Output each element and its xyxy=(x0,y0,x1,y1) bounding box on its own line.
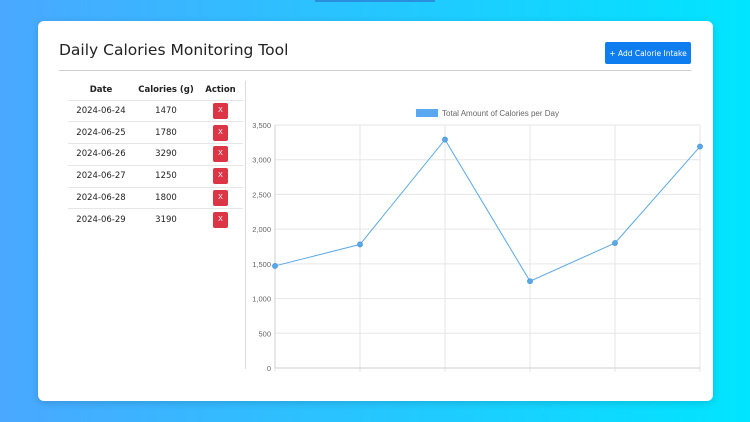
row-calories: 1250 xyxy=(134,164,198,188)
y-tick-label: 1,000 xyxy=(252,295,271,304)
table-row: 2024-06-26 3290 X xyxy=(68,143,243,166)
calories-table: Date Calories (g) Action 2024-06-24 1470… xyxy=(68,81,243,231)
table-row: 2024-06-27 1250 X xyxy=(68,164,243,188)
table-row: 2024-06-25 1780 X xyxy=(68,121,243,144)
table-row: 2024-06-29 3190 X xyxy=(68,208,243,231)
data-point xyxy=(272,263,278,269)
y-tick-label: 1,500 xyxy=(252,260,271,269)
legend-swatch xyxy=(416,109,439,117)
series-line xyxy=(274,138,701,282)
calories-line-chart: Total Amount of Calories per Day 0 500 1,00… xyxy=(252,109,703,373)
y-tick-label: 3,000 xyxy=(252,156,271,165)
data-point xyxy=(527,278,533,285)
data-point xyxy=(442,136,448,143)
row-date: 2024-06-25 xyxy=(68,121,134,144)
main-card: Daily Calories Monitoring Tool + Add Cal… xyxy=(38,21,713,401)
row-calories: 1780 xyxy=(134,121,198,144)
add-calorie-intake-button[interactable]: + Add Calorie Intake xyxy=(605,42,691,64)
column-header-calories: Calories (g) xyxy=(138,85,194,96)
delete-button[interactable]: X xyxy=(213,212,228,229)
calories-table-container: Date Calories (g) Action 2024-06-24 1470… xyxy=(68,81,243,231)
row-date: 2024-06-27 xyxy=(68,164,134,188)
y-tick-label: 500 xyxy=(258,329,271,338)
data-point xyxy=(357,241,363,248)
row-date: 2024-06-28 xyxy=(68,186,134,209)
y-tick-label: 0 xyxy=(267,364,271,373)
legend-label: Total Amount of Calories per Day xyxy=(442,109,559,118)
row-date: 2024-06-24 xyxy=(68,99,134,122)
delete-button[interactable]: X xyxy=(213,124,228,141)
delete-button[interactable]: X xyxy=(213,190,228,207)
row-calories: 3290 xyxy=(134,143,198,166)
delete-button[interactable]: X xyxy=(213,102,228,119)
table-row: 2024-06-28 1800 X xyxy=(68,186,243,209)
data-point xyxy=(697,143,703,150)
y-tick-label: 2,500 xyxy=(252,190,271,199)
top-accent-bar xyxy=(315,0,435,2)
header-divider xyxy=(59,70,691,71)
row-date: 2024-06-26 xyxy=(68,143,134,166)
panel-separator xyxy=(245,81,246,369)
table-row: 2024-06-24 1470 X xyxy=(68,99,243,122)
delete-button[interactable]: X xyxy=(213,146,228,163)
row-calories: 3190 xyxy=(134,208,198,231)
page-title: Daily Calories Monitoring Tool xyxy=(59,41,289,59)
delete-button[interactable]: X xyxy=(213,168,228,185)
column-header-action: Action xyxy=(205,85,236,96)
row-calories: 1470 xyxy=(134,99,198,122)
table-header-row: Date Calories (g) Action xyxy=(68,81,243,100)
row-date: 2024-06-29 xyxy=(68,208,134,231)
y-tick-label: 3,500 xyxy=(252,121,271,130)
row-calories: 1800 xyxy=(134,186,198,209)
y-tick-label: 2,000 xyxy=(252,225,271,234)
data-point xyxy=(612,240,618,246)
column-header-date: Date xyxy=(89,85,113,96)
